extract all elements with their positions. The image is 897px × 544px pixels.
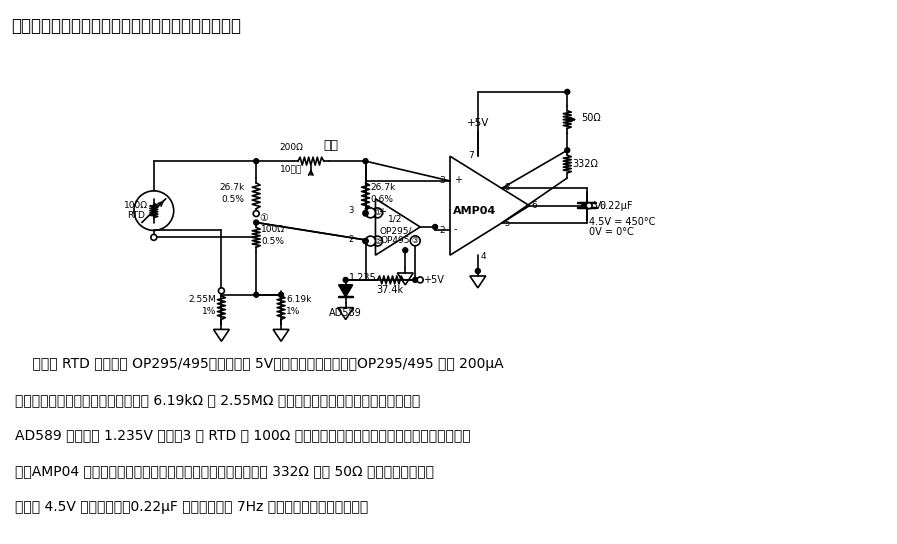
- Text: 1/2: 1/2: [388, 214, 403, 224]
- Text: +5V: +5V: [466, 119, 489, 128]
- Circle shape: [403, 248, 408, 253]
- Text: 332Ω: 332Ω: [572, 159, 598, 169]
- Text: AMP04: AMP04: [453, 206, 496, 215]
- Text: 6: 6: [532, 201, 537, 210]
- Text: 确。AMP04 放大差动桥信号并转换成单端输出。通过串联电阻 332Ω 加上 50Ω 电位器调节增益，: 确。AMP04 放大差动桥信号并转换成单端输出。通过串联电阻 332Ω 加上 5…: [14, 464, 434, 478]
- Text: 37.4k: 37.4k: [377, 285, 404, 295]
- Text: 供输出 4.5V 时为满量程。0.22μF 电容用于输出 7Hz 低通滤波器，使噪声最小。: 供输出 4.5V 时为满量程。0.22μF 电容用于输出 7Hz 低通滤波器，使…: [14, 499, 368, 514]
- Text: 调零: 调零: [323, 139, 338, 152]
- Text: 恒定电流驱动桥。电流经过并联电阻 6.19kΩ 和 2.55MΩ 形成的回路，产生伺服驱动电压，通过: 恒定电流驱动桥。电流经过并联电阻 6.19kΩ 和 2.55MΩ 形成的回路，产…: [14, 393, 420, 407]
- Circle shape: [565, 148, 570, 153]
- Text: 10－圈: 10－圈: [280, 165, 302, 174]
- Circle shape: [413, 277, 418, 282]
- Circle shape: [565, 89, 570, 94]
- Circle shape: [151, 234, 157, 240]
- Text: 用途：用于温度传感器信号调节器和仪器测量控制。: 用途：用于温度传感器信号调节器和仪器测量控制。: [11, 17, 240, 35]
- Text: AD589 基准建立 1.235V 电压。3 线 RTD 在 100Ω 桥臂和有相等线电阻上的压降相等，因此精度准: AD589 基准建立 1.235V 电压。3 线 RTD 在 100Ω 桥臂和有…: [14, 428, 470, 442]
- Text: +5V: +5V: [423, 275, 444, 285]
- Text: 3: 3: [348, 206, 353, 215]
- Text: 26.7k: 26.7k: [219, 183, 244, 193]
- Circle shape: [363, 239, 368, 244]
- Polygon shape: [339, 285, 353, 296]
- Text: 4.5V = 450°C: 4.5V = 450°C: [589, 217, 656, 226]
- Circle shape: [363, 211, 368, 216]
- Text: 1%: 1%: [202, 307, 216, 316]
- Text: 50Ω: 50Ω: [581, 113, 601, 122]
- Text: 0.6%: 0.6%: [370, 195, 394, 204]
- Text: OP495: OP495: [380, 236, 410, 245]
- Text: 200Ω: 200Ω: [279, 143, 303, 152]
- Circle shape: [365, 236, 376, 246]
- Text: ②: ②: [374, 237, 381, 245]
- Text: ①: ①: [374, 208, 381, 218]
- Text: 5: 5: [505, 219, 509, 228]
- Text: 8: 8: [505, 183, 510, 192]
- Circle shape: [365, 208, 376, 218]
- Text: -: -: [379, 235, 382, 245]
- Text: +: +: [379, 207, 387, 217]
- Circle shape: [581, 203, 587, 208]
- Text: 1.235: 1.235: [349, 273, 377, 283]
- Circle shape: [475, 269, 480, 274]
- Circle shape: [253, 211, 259, 217]
- Text: OP295/: OP295/: [379, 226, 412, 236]
- Text: 2: 2: [440, 226, 445, 235]
- Text: 7: 7: [468, 151, 474, 160]
- Circle shape: [219, 288, 224, 294]
- Text: +: +: [454, 175, 462, 185]
- Circle shape: [363, 239, 368, 244]
- Text: 0.22μF: 0.22μF: [599, 201, 632, 211]
- Text: ③: ③: [412, 236, 419, 245]
- Text: 1%: 1%: [286, 307, 300, 316]
- Circle shape: [279, 292, 283, 297]
- Circle shape: [586, 203, 592, 209]
- Text: 100Ω: 100Ω: [261, 225, 285, 234]
- Text: 电路中 RTD 用放大器 OP295/495，电源电压 5V，可提供高的桥电压。OP295/495 产生 200μA: 电路中 RTD 用放大器 OP295/495，电源电压 5V，可提供高的桥电压。…: [14, 357, 503, 371]
- Circle shape: [417, 277, 423, 283]
- Text: 0.5%: 0.5%: [261, 237, 284, 246]
- Circle shape: [254, 220, 258, 225]
- Circle shape: [254, 292, 258, 297]
- Text: -: -: [454, 225, 457, 234]
- Text: AD589: AD589: [329, 308, 362, 318]
- Text: 3: 3: [440, 176, 445, 186]
- Text: 100Ω: 100Ω: [124, 201, 148, 210]
- Text: 4: 4: [481, 252, 486, 261]
- Circle shape: [363, 211, 368, 215]
- Circle shape: [432, 225, 438, 230]
- Circle shape: [254, 159, 258, 164]
- Text: RTD: RTD: [127, 211, 145, 220]
- Circle shape: [363, 159, 368, 164]
- Text: V₀: V₀: [594, 201, 606, 211]
- Text: 0.5%: 0.5%: [222, 195, 244, 204]
- Text: 2: 2: [348, 234, 353, 244]
- Text: 2.55M: 2.55M: [188, 295, 216, 304]
- Text: 26.7k: 26.7k: [370, 183, 396, 193]
- Text: ①: ①: [259, 213, 268, 222]
- Circle shape: [344, 277, 348, 282]
- Text: 6.19k: 6.19k: [286, 295, 311, 304]
- Text: 0V = 0°C: 0V = 0°C: [589, 227, 634, 237]
